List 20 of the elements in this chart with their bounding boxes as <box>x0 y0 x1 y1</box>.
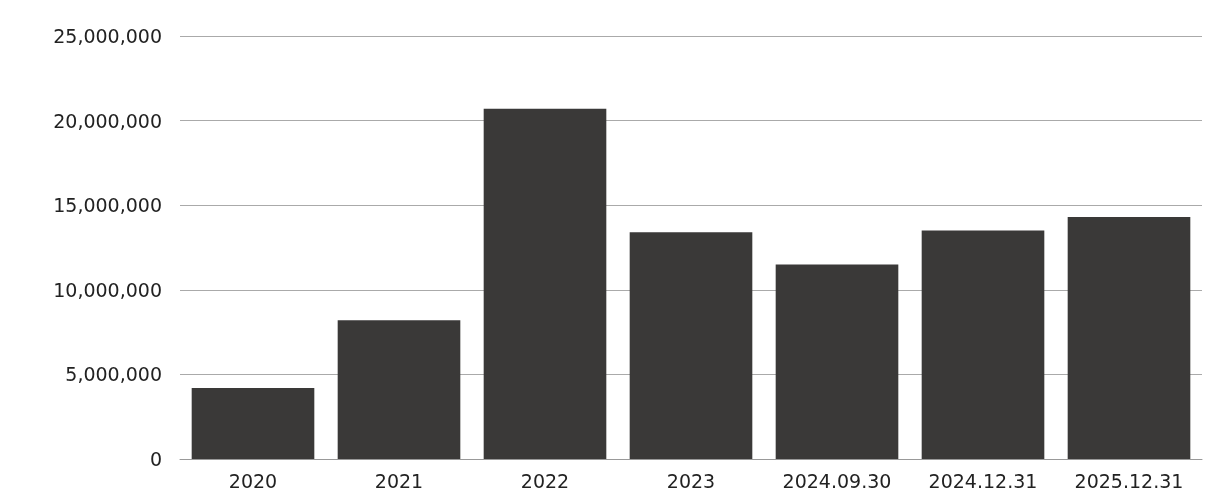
y-tick-label: 0 <box>149 448 162 470</box>
bar <box>483 108 607 459</box>
x-tick-label: 2025.12.31 <box>1074 469 1184 492</box>
bar <box>191 387 315 459</box>
bar <box>1067 217 1191 459</box>
y-tick-label: 5,000,000 <box>65 363 162 386</box>
bar <box>337 320 461 459</box>
y-tick-label: 10,000,000 <box>53 278 162 301</box>
x-tick-label: 2022 <box>520 469 570 492</box>
x-tick-label: 2020 <box>228 469 278 492</box>
x-tick-label: 2024.09.30 <box>782 469 892 492</box>
y-tick-label: 20,000,000 <box>53 109 162 132</box>
x-tick-label: 2024.12.31 <box>928 469 1038 492</box>
y-tick-label: 15,000,000 <box>53 194 162 217</box>
x-tick-label: 2021 <box>374 469 424 492</box>
x-tick-label: 2023 <box>666 469 716 492</box>
bar <box>921 230 1045 459</box>
bar <box>775 264 899 459</box>
y-tick-label: 25,000,000 <box>53 25 162 47</box>
bar <box>629 232 753 459</box>
